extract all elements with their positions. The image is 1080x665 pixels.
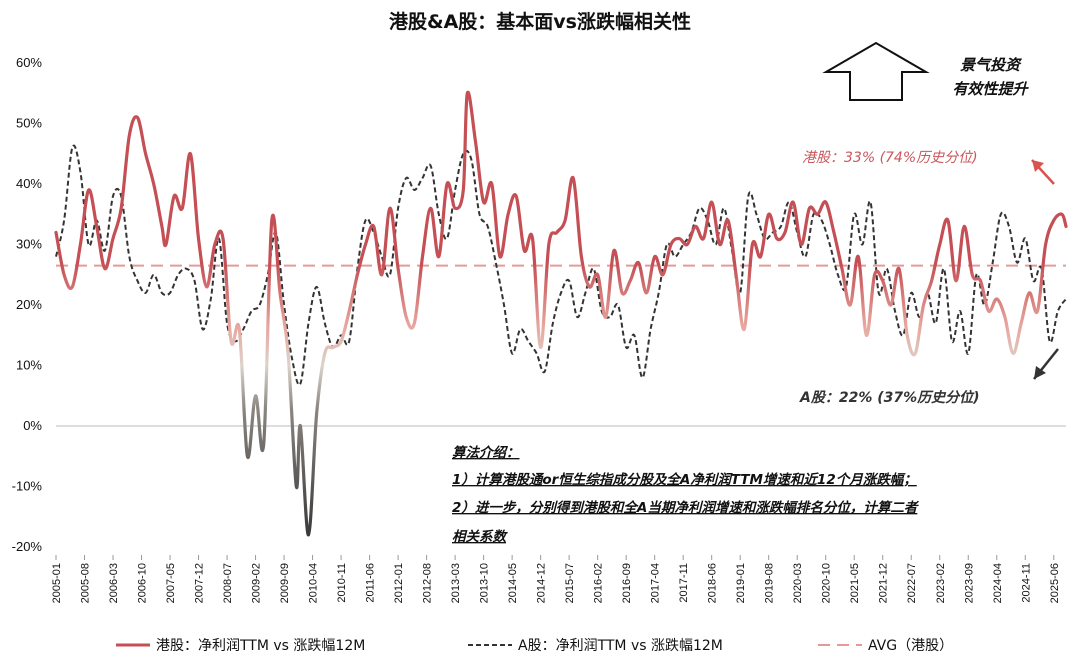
x-tick-label: 2005-08 xyxy=(80,563,92,603)
legend-label-avg: AVG（港股） xyxy=(868,638,953,654)
x-tick-label: 2005-01 xyxy=(51,563,63,603)
a-annotation-label: A股：22% (37%历史分位) xyxy=(799,389,980,406)
x-tick-label: 2023-09 xyxy=(963,563,975,603)
x-tick-label: 2019-01 xyxy=(735,563,747,603)
chart-title: 港股&A股：基本面vs涨跌幅相关性 xyxy=(389,10,691,33)
method-line1: 1）计算港股通or恒生综指成分股及全A净利润TTM增速和近12个月涨跌幅； xyxy=(452,472,917,488)
x-tick-label: 2007-05 xyxy=(165,563,177,603)
x-tick-label: 2014-05 xyxy=(507,563,519,603)
x-tick-label: 2013-10 xyxy=(479,563,491,603)
x-tick-label: 2006-03 xyxy=(108,563,120,603)
legend: 港股：净利润TTM vs 涨跌幅12M A股：净利润TTM vs 涨跌幅12M … xyxy=(116,638,953,654)
y-axis-tick-labels: 60% 50% 40% 30% 20% 10% 0% -10% -20% xyxy=(12,55,43,554)
x-tick-label: 2012-01 xyxy=(393,563,405,603)
x-tick-label: 2016-09 xyxy=(621,563,633,603)
y-tick-label: 0% xyxy=(23,418,42,433)
a-share-series-line xyxy=(55,144,1067,386)
method-title: 算法介绍： xyxy=(452,445,520,461)
x-tick-label: 2011-06 xyxy=(365,563,377,603)
down-left-arrow-icon xyxy=(1033,348,1059,380)
y-tick-label: 20% xyxy=(16,297,42,312)
hk-series-line xyxy=(54,90,1068,537)
x-tick-label: 2017-11 xyxy=(678,563,690,603)
x-axis-tick-labels: 2005-01 2005-08 2006-03 2006-10 2007-05 2007-… xyxy=(51,555,1061,603)
x-tick-label: 2020-10 xyxy=(821,563,833,603)
up-arrow-icon xyxy=(822,41,930,101)
legend-label-hk: 港股：净利润TTM vs 涨跌幅12M xyxy=(156,638,365,654)
x-tick-label: 2021-05 xyxy=(849,563,861,603)
x-tick-label: 2024-04 xyxy=(992,563,1004,603)
up-right-arrow-icon xyxy=(1031,159,1055,185)
box-text-line1: 景气投资 xyxy=(959,56,1023,74)
x-tick-label: 2014-12 xyxy=(536,563,548,603)
x-tick-label: 2024-11 xyxy=(1020,563,1032,603)
y-tick-label: 10% xyxy=(16,358,42,373)
y-tick-label: 60% xyxy=(16,55,42,70)
x-tick-label: 2022-07 xyxy=(906,563,918,603)
y-tick-label: -10% xyxy=(12,479,43,494)
x-tick-label: 2012-08 xyxy=(422,563,434,603)
method-line2: 2）进一步，分别得到港股和全A当期净利润增速和涨跌幅排名分位，计算二者 xyxy=(452,500,920,516)
x-tick-label: 2019-08 xyxy=(764,563,776,603)
x-tick-label: 2010-04 xyxy=(308,563,320,603)
x-tick-label: 2010-11 xyxy=(336,563,348,603)
x-tick-label: 2020-03 xyxy=(792,563,804,603)
x-tick-label: 2017-04 xyxy=(650,563,662,603)
box-text-line2: 有效性提升 xyxy=(952,80,1029,98)
x-tick-label: 2008-07 xyxy=(222,563,234,603)
legend-label-a: A股：净利润TTM vs 涨跌幅12M xyxy=(518,638,723,654)
x-tick-label: 2025-06 xyxy=(1049,563,1061,603)
x-tick-label: 2009-02 xyxy=(251,563,263,603)
method-line3: 相关系数 xyxy=(452,529,508,545)
x-tick-label: 2015-07 xyxy=(564,563,576,603)
y-tick-label: -20% xyxy=(12,539,43,554)
hk-annotation-label: 港股：33% (74%历史分位) xyxy=(802,150,978,166)
x-tick-label: 2006-10 xyxy=(137,563,149,603)
y-tick-label: 40% xyxy=(16,176,42,191)
x-tick-label: 2021-12 xyxy=(878,563,890,603)
x-tick-label: 2007-12 xyxy=(194,563,206,603)
y-tick-label: 50% xyxy=(16,116,42,131)
x-tick-label: 2013-03 xyxy=(450,563,462,603)
x-tick-label: 2016-02 xyxy=(593,563,605,603)
x-tick-label: 2023-02 xyxy=(935,563,947,603)
x-tick-label: 2018-06 xyxy=(707,563,719,603)
y-tick-label: 30% xyxy=(16,237,42,252)
x-tick-label: 2009-09 xyxy=(279,563,291,603)
